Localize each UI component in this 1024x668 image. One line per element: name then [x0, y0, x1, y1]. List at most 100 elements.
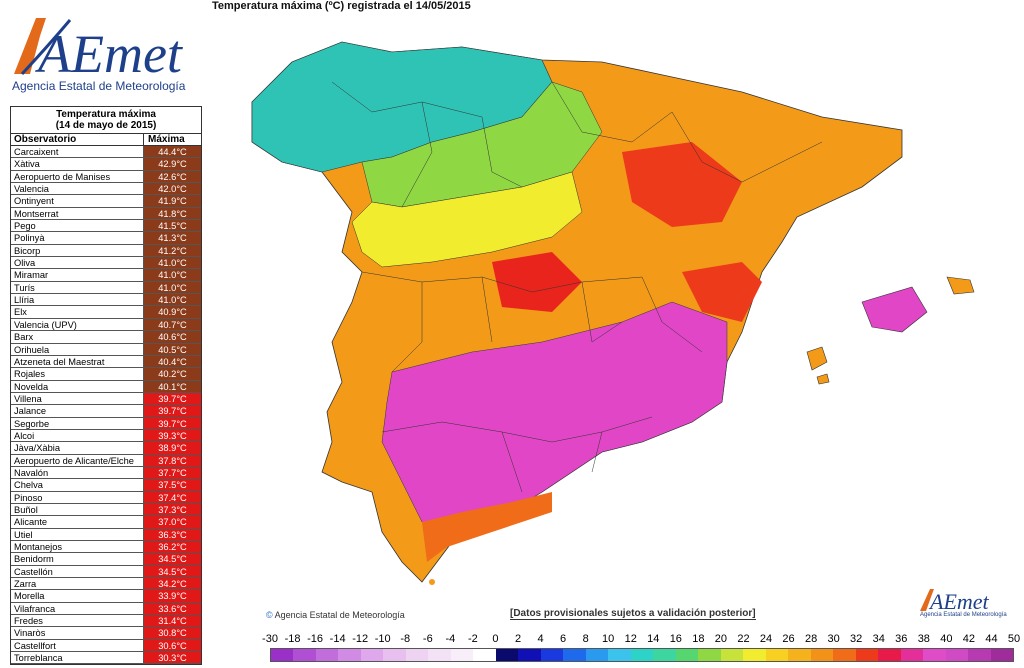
legend-swatch [630, 649, 654, 661]
legend-swatch [405, 649, 429, 661]
station-max-temp: 41.0°C [144, 281, 201, 294]
legend-swatch [675, 649, 699, 661]
station-max-temp: 30.3°C [144, 652, 201, 664]
station-max-temp: 39.7°C [144, 417, 201, 429]
legend-swatch [450, 649, 474, 661]
station-max-temp: 40.2°C [144, 368, 201, 380]
station-max-temp: 41.5°C [144, 220, 201, 232]
station-name: Torreblanca [11, 652, 144, 664]
legend-tick: 40 [940, 633, 953, 645]
station-name: Xàtiva [11, 158, 144, 170]
station-name: Rojales [11, 368, 144, 380]
legend-swatch [360, 649, 384, 661]
table-row: Valencia 42.0°C [11, 183, 201, 196]
legend-swatch [990, 649, 1013, 661]
station-name: Navalón [11, 466, 144, 479]
station-name: Valencia [11, 183, 144, 195]
legend-color-bar [270, 648, 1014, 662]
station-max-temp: 40.6°C [144, 331, 201, 343]
station-name: Castellfort [11, 639, 144, 652]
station-name: Montserrat [11, 207, 144, 220]
legend-tick: -6 [422, 633, 433, 645]
table-row: Atzeneta del Maestrat 40.4°C [11, 355, 201, 369]
table-row: Pego 41.5°C [11, 220, 201, 233]
legend-tick: 12 [624, 633, 637, 645]
central-hot-zone [492, 252, 582, 312]
legend-tick: -4 [445, 633, 456, 645]
legend-tick: 28 [804, 633, 818, 645]
table-row: Xàtiva 42.9°C [11, 158, 201, 171]
station-max-temp: 41.3°C [144, 232, 201, 244]
table-row: Aeropuerto de Alicante/Elche 37.8°C [11, 454, 201, 467]
legend-swatch [518, 649, 541, 661]
station-max-temp: 39.7°C [144, 405, 201, 417]
legend-swatch [810, 649, 834, 661]
max-temperature-table: Temperatura máxima (14 de mayo de 2015) … [10, 106, 202, 666]
legend-tick: 22 [737, 633, 750, 645]
table-row: Aeropuerto de Manises 42.6°C [11, 170, 201, 184]
station-name: Pego [11, 220, 144, 232]
table-row: Vilafranca 33.6°C [11, 602, 201, 616]
legend-swatch [495, 649, 519, 661]
temperature-map [251, 41, 975, 585]
south-coast-warm [422, 492, 552, 562]
station-name: Polinyà [11, 232, 144, 244]
table-row: Montanejos 36.2°C [11, 541, 201, 554]
table-row: Castellón 34.5°C [11, 565, 201, 579]
table-row: Jalance 39.7°C [11, 405, 201, 418]
col-station: Observatorio [11, 134, 144, 145]
table-row: Novelda 40.1°C [11, 380, 201, 393]
small-logo-text: AEmet [928, 589, 990, 614]
station-max-temp: 30.6°C [144, 639, 201, 652]
table-title-line1: Temperatura máxima [56, 109, 156, 120]
table-title-line2: (14 de mayo de 2015) [55, 120, 157, 131]
station-name: Valencia (UPV) [11, 318, 144, 331]
small-logo-agency: Agencia Estatal de Meteorología [920, 612, 1007, 618]
table-title: Temperatura máxima (14 de mayo de 2015) [11, 107, 201, 134]
station-name: Carcaixent [11, 146, 144, 158]
table-row: Torreblanca 30.3°C [11, 652, 201, 665]
yellow-zone [351, 171, 583, 268]
legend-tick: 44 [985, 633, 998, 645]
table-row: Rojales 40.2°C [11, 368, 201, 381]
legend-tick: 0 [492, 633, 499, 645]
station-name: Atzeneta del Maestrat [11, 355, 144, 368]
legend-tick: -30 [262, 633, 278, 645]
legend-swatch [900, 649, 924, 661]
table-row: Vinaròs 30.8°C [11, 627, 201, 640]
station-name: Elx [11, 306, 144, 318]
table-row: Alicante 37.0°C [11, 516, 201, 529]
table-row: Castellfort 30.6°C [11, 639, 201, 653]
station-name: Aeropuerto de Alicante/Elche [11, 454, 144, 466]
station-name: Villena [11, 392, 144, 405]
station-name: Zarra [11, 578, 144, 590]
table-row: Navalón 37.7°C [11, 466, 201, 480]
station-max-temp: 34.5°C [144, 565, 201, 578]
station-max-temp: 39.3°C [144, 429, 201, 442]
legend-swatch [315, 649, 339, 661]
legend-swatch [653, 649, 676, 661]
station-max-temp: 41.2°C [144, 244, 201, 257]
station-max-temp: 44.4°C [144, 146, 201, 158]
station-max-temp: 40.4°C [144, 355, 201, 368]
station-max-temp: 33.6°C [144, 602, 201, 615]
legend-tick: 38 [917, 633, 930, 645]
station-name: Vilafranca [11, 602, 144, 615]
legend-tick: 16 [669, 633, 682, 645]
legend-swatch [271, 649, 294, 661]
station-max-temp: 42.6°C [144, 170, 201, 183]
station-max-temp: 41.9°C [144, 195, 201, 207]
station-max-temp: 41.0°C [144, 294, 201, 306]
station-max-temp: 34.2°C [144, 578, 201, 590]
station-max-temp: 34.5°C [144, 553, 201, 565]
table-row: Elx 40.9°C [11, 306, 201, 319]
table-row: Montserrat 41.8°C [11, 207, 201, 221]
legend-swatch [563, 649, 586, 661]
table-row: Ontinyent 41.9°C [11, 195, 201, 208]
legend-swatch [855, 649, 879, 661]
legend-tick: -8 [400, 633, 411, 645]
ibiza [806, 346, 828, 371]
station-max-temp: 40.1°C [144, 380, 201, 392]
station-max-temp: 37.5°C [144, 479, 201, 491]
legend-swatch [428, 649, 451, 661]
